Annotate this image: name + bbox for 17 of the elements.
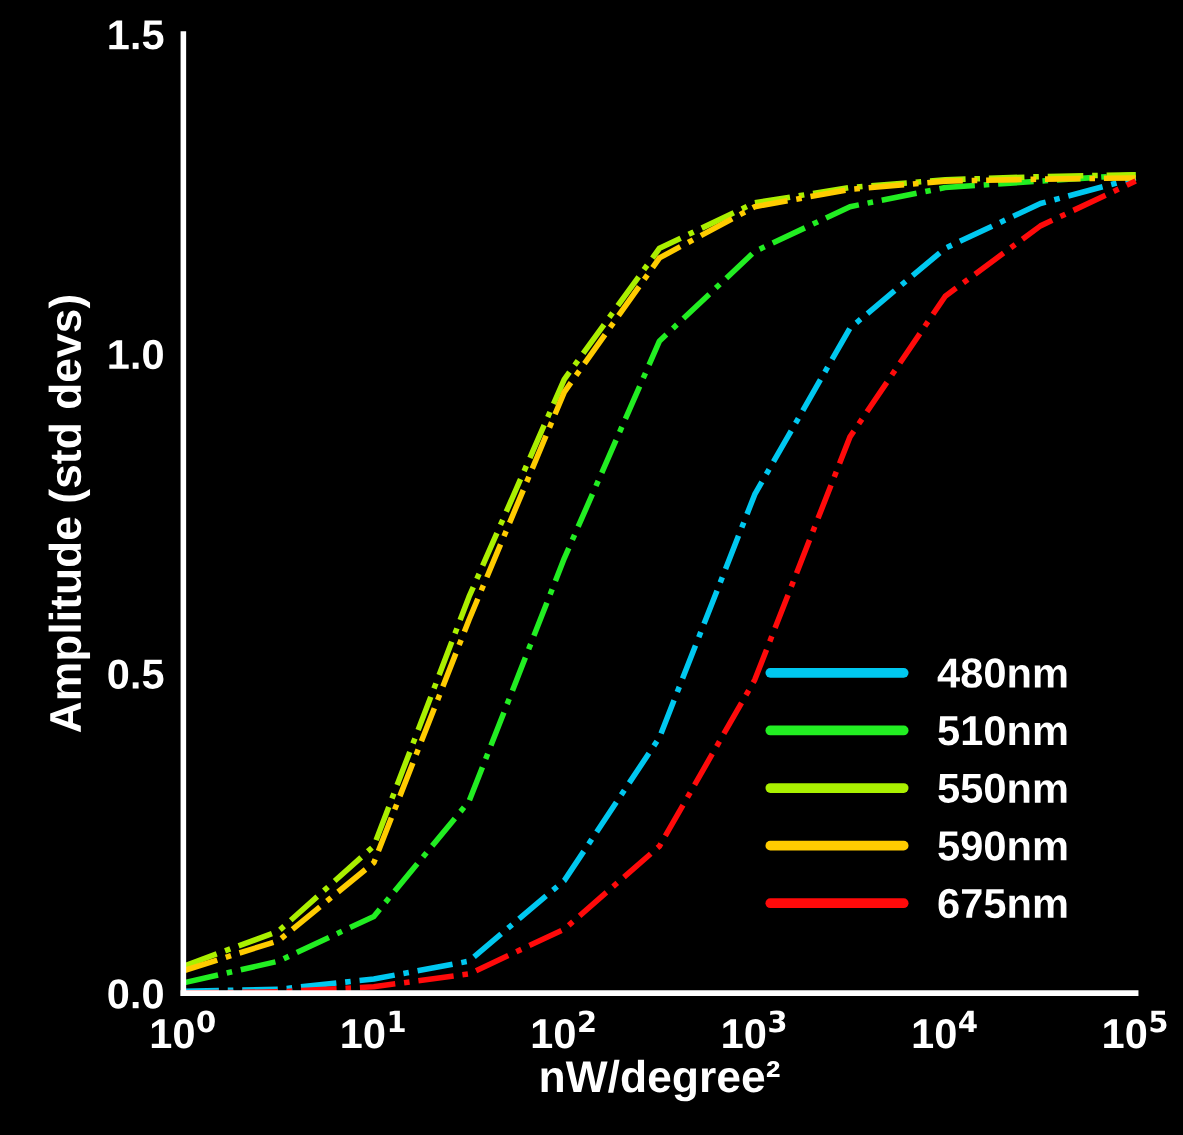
x-tick-label: 10$^{5}$ (1104, 1010, 1167, 1049)
legend-label: 550nm (938, 773, 1067, 804)
legend-label: 675nm (938, 888, 1067, 919)
legend-label: 590nm (938, 831, 1067, 861)
x-tick-label: 10$^{2}$ (532, 1010, 595, 1049)
x-tick-label: 10$^{4}$ (913, 1010, 977, 1049)
y-tick-label: 0.0 (108, 979, 163, 1009)
y-axis-title: Amplitude (std devs) (48, 296, 91, 733)
x-tick-label: 10$^{0}$ (151, 1010, 215, 1049)
legend-label: 510nm (938, 715, 1067, 746)
x-tick-label: 10$^{1}$ (342, 1010, 405, 1049)
x-axis-title: nW/degree² (541, 1059, 780, 1102)
y-tick-label: 1.0 (109, 339, 163, 370)
x-tick-label: 10$^{3}$ (723, 1010, 786, 1049)
y-tick-label: 1.5 (109, 20, 164, 50)
y-tick-label: 0.5 (108, 659, 164, 689)
legend-label: 480nm (937, 658, 1067, 688)
